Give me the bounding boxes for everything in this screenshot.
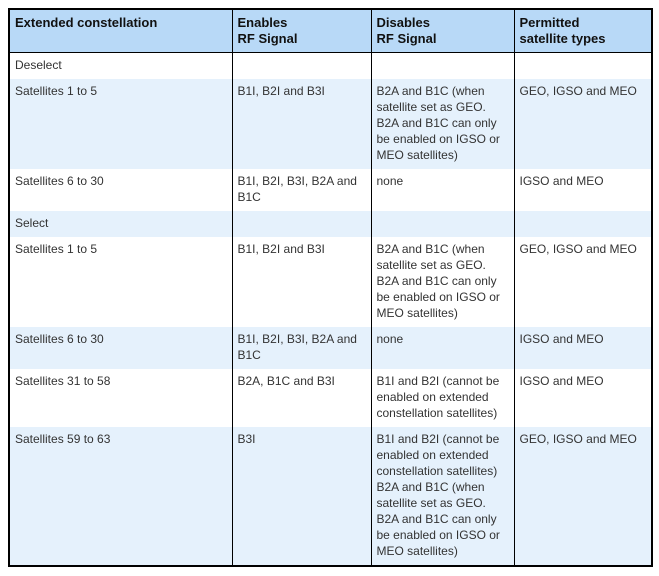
table-cell: B1I and B2I (cannot be enabled on extend…	[370, 427, 514, 566]
table-cell: IGSO and MEO	[513, 369, 652, 427]
table-cell: Satellites 31 to 58	[8, 369, 232, 427]
table-cell: B2A and B1C (when satellite set as GEO. …	[370, 79, 514, 169]
table-cell	[370, 211, 514, 237]
extended-constellation-table: Extended constellation Enables RF Signal…	[8, 8, 653, 567]
table-cell: B1I, B2I, B3I, B2A and B1C	[231, 169, 371, 211]
table-cell: IGSO and MEO	[513, 169, 652, 211]
table-cell: Satellites 1 to 5	[8, 79, 232, 169]
table-cell	[231, 211, 371, 237]
table-row: Satellites 59 to 63 B3I B1I and B2I (canno…	[8, 427, 652, 566]
table-row: Satellites 1 to 5 B1I, B2I and B3I B2A and…	[8, 237, 652, 327]
table-cell: B3I	[231, 427, 371, 566]
table-cell	[513, 52, 652, 79]
table-cell: none	[370, 169, 514, 211]
table-cell: B2A and B1C (when satellite set as GEO. …	[370, 237, 514, 327]
table-cell: GEO, IGSO and MEO	[513, 237, 652, 327]
section-row: Select	[8, 211, 652, 237]
table-row: Satellites 6 to 30 B1I, B2I, B3I, B2A and…	[8, 327, 652, 369]
table-cell: Deselect	[8, 52, 232, 79]
table-cell: Select	[8, 211, 232, 237]
table-row: Satellites 6 to 30 B1I, B2I, B3I, B2A and…	[8, 169, 652, 211]
table-cell: Satellites 1 to 5	[8, 237, 232, 327]
table-row: Satellites 31 to 58 B2A, B1C and B3I B1I a…	[8, 369, 652, 427]
table-cell: Satellites 59 to 63	[8, 427, 232, 566]
table-cell: IGSO and MEO	[513, 327, 652, 369]
header-row: Extended constellation Enables RF Signal…	[8, 9, 652, 53]
table-cell: GEO, IGSO and MEO	[513, 427, 652, 566]
section-row: Deselect	[8, 52, 652, 79]
table-cell: B1I, B2I and B3I	[231, 79, 371, 169]
table-cell: B1I, B2I, B3I, B2A and B1C	[231, 327, 371, 369]
table-cell: B2A, B1C and B3I	[231, 369, 371, 427]
header-cell-enables-rf-signal: Enables RF Signal	[231, 9, 371, 53]
table-cell: B1I, B2I and B3I	[231, 237, 371, 327]
table-cell	[370, 52, 514, 79]
table-cell: B1I and B2I (cannot be enabled on extend…	[370, 369, 514, 427]
table-cell: Satellites 6 to 30	[8, 327, 232, 369]
header-cell-disables-rf-signal: Disables RF Signal	[370, 9, 514, 53]
table-cell: GEO, IGSO and MEO	[513, 79, 652, 169]
table-cell: Satellites 6 to 30	[8, 169, 232, 211]
header-cell-extended-constellation: Extended constellation	[8, 9, 232, 53]
table-cell: none	[370, 327, 514, 369]
header-cell-permitted-satellite-types: Permitted satellite types	[513, 9, 652, 53]
table-cell	[513, 211, 652, 237]
table-row: Satellites 1 to 5 B1I, B2I and B3I B2A and…	[8, 79, 652, 169]
table-cell	[231, 52, 371, 79]
